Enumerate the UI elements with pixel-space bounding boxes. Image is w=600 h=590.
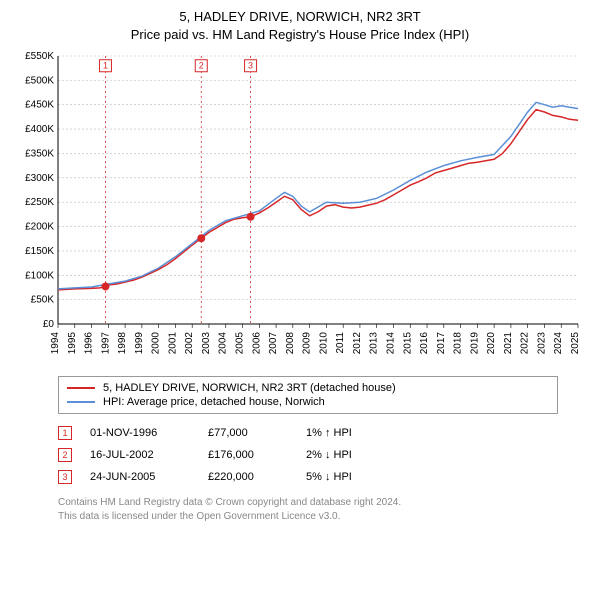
event-row: 2 16-JUL-2002 £176,000 2% ↓ HPI xyxy=(58,444,558,466)
event-marker-icon: 2 xyxy=(58,448,72,462)
svg-text:£350K: £350K xyxy=(25,149,54,160)
svg-text:£150K: £150K xyxy=(25,246,54,257)
svg-text:£250K: £250K xyxy=(25,198,54,209)
svg-text:2019: 2019 xyxy=(469,332,480,355)
event-hpi-diff: 5% ↓ HPI xyxy=(306,471,558,483)
svg-text:2016: 2016 xyxy=(419,332,430,355)
svg-text:2001: 2001 xyxy=(167,332,178,355)
event-date: 16-JUL-2002 xyxy=(90,449,190,461)
legend-label: HPI: Average price, detached house, Norw… xyxy=(103,396,325,408)
svg-text:1998: 1998 xyxy=(117,332,128,355)
svg-text:2011: 2011 xyxy=(335,332,346,354)
svg-text:2009: 2009 xyxy=(302,332,313,355)
legend-row: 5, HADLEY DRIVE, NORWICH, NR2 3RT (detac… xyxy=(67,381,549,395)
chart-title-line2: Price paid vs. HM Land Registry's House … xyxy=(10,26,590,44)
legend-label: 5, HADLEY DRIVE, NORWICH, NR2 3RT (detac… xyxy=(103,382,396,394)
svg-text:1: 1 xyxy=(103,61,108,71)
svg-text:1997: 1997 xyxy=(100,332,111,355)
svg-text:1995: 1995 xyxy=(67,332,78,355)
svg-text:£550K: £550K xyxy=(25,51,54,62)
svg-text:2002: 2002 xyxy=(184,332,195,355)
svg-text:2010: 2010 xyxy=(318,332,329,355)
svg-text:2004: 2004 xyxy=(218,332,229,355)
svg-text:2018: 2018 xyxy=(453,332,464,355)
event-price: £77,000 xyxy=(208,427,288,439)
svg-text:2015: 2015 xyxy=(402,332,413,355)
chart-container: 5, HADLEY DRIVE, NORWICH, NR2 3RT Price … xyxy=(0,0,600,533)
event-date: 24-JUN-2005 xyxy=(90,471,190,483)
svg-text:£500K: £500K xyxy=(25,76,54,87)
event-marker-icon: 3 xyxy=(58,470,72,484)
svg-text:1994: 1994 xyxy=(50,332,61,355)
event-marker-icon: 1 xyxy=(58,426,72,440)
footer-line1: Contains HM Land Registry data © Crown c… xyxy=(58,496,558,510)
legend-row: HPI: Average price, detached house, Norw… xyxy=(67,395,549,409)
svg-text:2013: 2013 xyxy=(369,332,380,355)
legend: 5, HADLEY DRIVE, NORWICH, NR2 3RT (detac… xyxy=(58,376,558,414)
svg-text:2023: 2023 xyxy=(536,332,547,355)
svg-text:2024: 2024 xyxy=(553,332,564,355)
sale-events-table: 1 01-NOV-1996 £77,000 1% ↑ HPI 2 16-JUL-2002 £… xyxy=(58,422,558,488)
footer-attribution: Contains HM Land Registry data © Crown c… xyxy=(58,496,558,523)
svg-text:£300K: £300K xyxy=(25,173,54,184)
event-price: £220,000 xyxy=(208,471,288,483)
svg-text:£450K: £450K xyxy=(25,100,54,111)
svg-text:3: 3 xyxy=(248,61,253,71)
event-price: £176,000 xyxy=(208,449,288,461)
svg-text:2003: 2003 xyxy=(201,332,212,355)
svg-text:£400K: £400K xyxy=(25,124,54,135)
svg-text:2014: 2014 xyxy=(385,332,396,355)
svg-text:2000: 2000 xyxy=(151,332,162,355)
svg-text:2021: 2021 xyxy=(503,332,514,355)
event-row: 3 24-JUN-2005 £220,000 5% ↓ HPI xyxy=(58,466,558,488)
svg-text:£0: £0 xyxy=(43,319,55,330)
svg-text:2006: 2006 xyxy=(251,332,262,355)
svg-text:1996: 1996 xyxy=(84,332,95,355)
footer-line2: This data is licensed under the Open Gov… xyxy=(58,510,558,524)
svg-text:2005: 2005 xyxy=(235,332,246,355)
legend-swatch xyxy=(67,401,95,403)
svg-text:2025: 2025 xyxy=(570,332,581,355)
line-chart-svg: £0 £50K £100K £150K £200K £250K £300K £350K £400… xyxy=(10,50,590,370)
svg-text:£200K: £200K xyxy=(25,222,54,233)
event-row: 1 01-NOV-1996 £77,000 1% ↑ HPI xyxy=(58,422,558,444)
svg-text:2: 2 xyxy=(199,61,204,71)
svg-text:2020: 2020 xyxy=(486,332,497,355)
svg-text:2008: 2008 xyxy=(285,332,296,355)
svg-text:2012: 2012 xyxy=(352,332,363,355)
plot-area: £0 £50K £100K £150K £200K £250K £300K £350K £400… xyxy=(10,50,590,370)
event-hpi-diff: 2% ↓ HPI xyxy=(306,449,558,461)
svg-text:1999: 1999 xyxy=(134,332,145,355)
svg-text:2022: 2022 xyxy=(520,332,531,355)
event-date: 01-NOV-1996 xyxy=(90,427,190,439)
event-hpi-diff: 1% ↑ HPI xyxy=(306,427,558,439)
legend-swatch xyxy=(67,387,95,389)
chart-title-line1: 5, HADLEY DRIVE, NORWICH, NR2 3RT xyxy=(10,8,590,26)
svg-text:£50K: £50K xyxy=(31,295,55,306)
svg-text:2017: 2017 xyxy=(436,332,447,355)
svg-text:£100K: £100K xyxy=(25,271,54,282)
svg-text:2007: 2007 xyxy=(268,332,279,355)
